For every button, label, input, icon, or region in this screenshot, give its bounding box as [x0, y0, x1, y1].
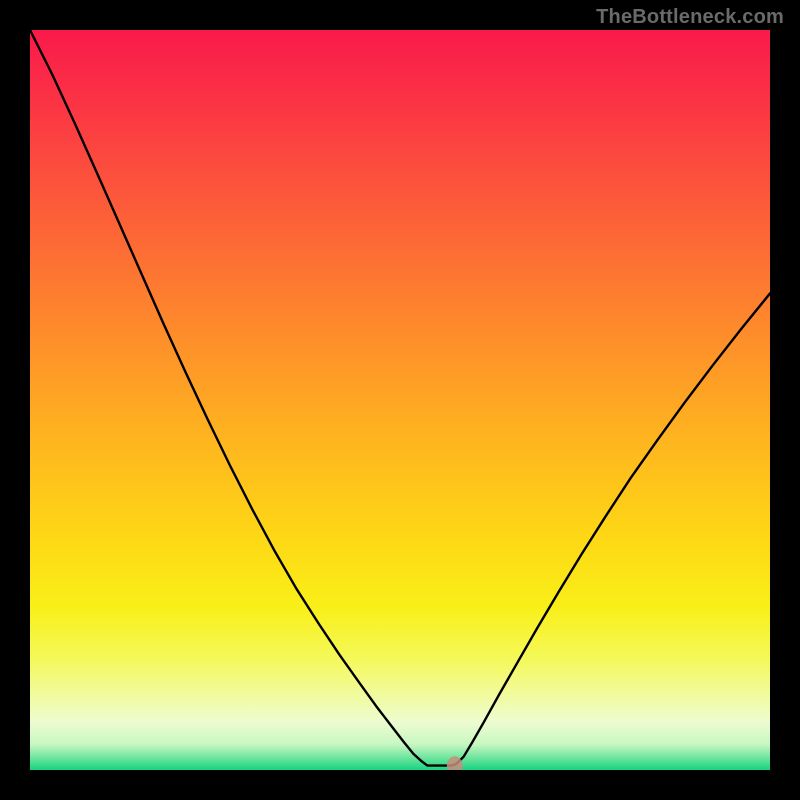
plot-background [30, 30, 770, 770]
frame-border [0, 770, 800, 800]
frame-border [770, 0, 800, 800]
bottleneck-curve-chart [0, 0, 800, 800]
watermark-text: TheBottleneck.com [596, 6, 784, 29]
frame-border [0, 0, 30, 800]
chart-stage: TheBottleneck.com [0, 0, 800, 800]
